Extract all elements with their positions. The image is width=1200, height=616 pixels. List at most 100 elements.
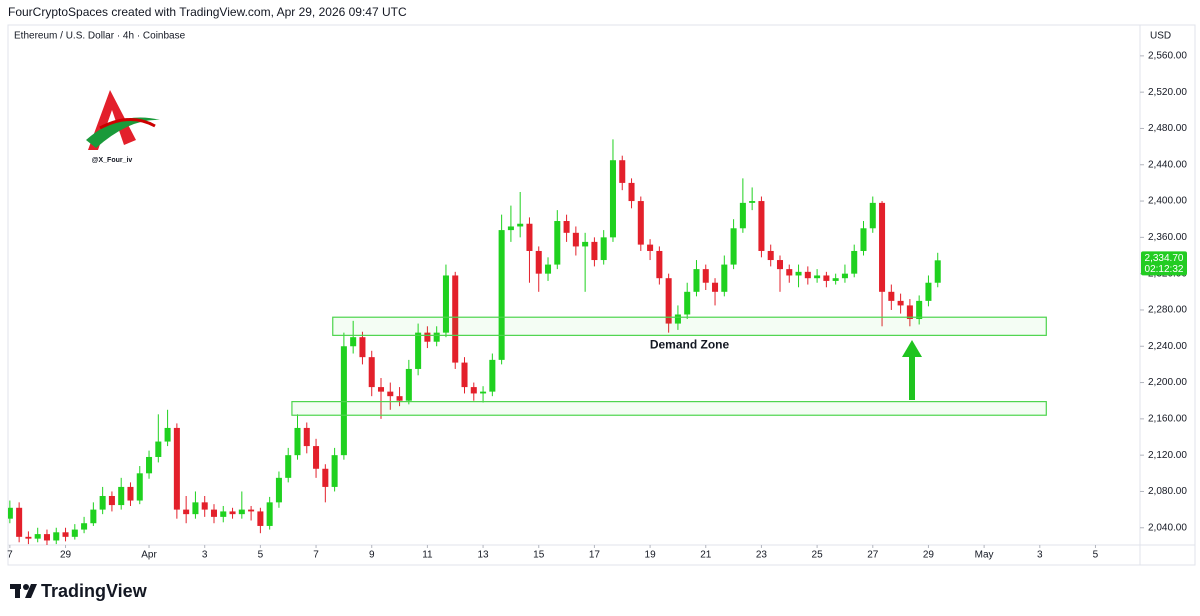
candle-body xyxy=(804,271,811,279)
candle-body xyxy=(480,391,487,394)
y-tick-label: 2,080.00 xyxy=(1148,486,1187,497)
y-tick-label: 2,280.00 xyxy=(1148,305,1187,316)
candle-body xyxy=(201,502,208,510)
candle-body xyxy=(433,332,440,342)
y-tick-label: 2,160.00 xyxy=(1148,413,1187,424)
x-tick-label: 25 xyxy=(812,550,824,561)
candle-body xyxy=(637,201,644,245)
candle-body xyxy=(183,509,190,515)
candle-body xyxy=(851,250,858,274)
candle-body xyxy=(53,532,60,541)
candle-body xyxy=(43,534,50,541)
candle-body xyxy=(563,221,570,233)
candle-body xyxy=(674,314,681,324)
candle-body xyxy=(665,278,672,324)
candle-body xyxy=(823,275,830,281)
candle-body xyxy=(90,509,97,524)
candle-body xyxy=(368,357,375,388)
candle-body xyxy=(712,282,719,292)
candle-body xyxy=(776,260,784,270)
x-tick-label: May xyxy=(975,550,994,561)
x-tick-label: 3 xyxy=(1037,550,1043,561)
y-tick-label: 2,440.00 xyxy=(1148,159,1187,170)
candle-body xyxy=(340,346,347,456)
y-axis-label: USD xyxy=(1150,31,1171,42)
y-tick-label: 2,240.00 xyxy=(1148,341,1187,352)
zone xyxy=(332,316,1047,336)
x-tick-label: 9 xyxy=(369,550,375,561)
candle-body xyxy=(693,269,700,292)
candle-body xyxy=(266,502,273,526)
candle-body xyxy=(294,427,301,456)
x-tick-label: 29 xyxy=(60,550,72,561)
candle-body xyxy=(313,446,320,469)
y-tick-label: 2,200.00 xyxy=(1148,377,1187,388)
x-tick-label: 21 xyxy=(700,550,712,561)
candle-body xyxy=(489,359,496,392)
candle-body xyxy=(684,291,691,315)
x-tick-label: 19 xyxy=(645,550,657,561)
zone xyxy=(291,401,1047,416)
x-tick-label: 27 xyxy=(867,550,879,561)
candle-body xyxy=(507,226,514,231)
frame xyxy=(7,24,1196,566)
candle-body xyxy=(164,427,171,442)
candle-body xyxy=(146,456,153,474)
last-price-label: 2,334.70 xyxy=(1145,253,1184,264)
candle-body xyxy=(155,441,162,457)
candle-body xyxy=(786,269,793,276)
candle-body xyxy=(173,427,180,510)
candle-body xyxy=(647,244,654,251)
candle-body xyxy=(498,230,505,360)
candle-body xyxy=(452,275,459,363)
candle-body xyxy=(118,486,125,506)
symbol-title: Ethereum / U.S. Dollar · 4h · Coinbase xyxy=(14,31,186,42)
candle-body xyxy=(285,455,292,478)
candle-body xyxy=(220,511,227,517)
candle-body xyxy=(600,237,607,261)
x-tick-label: 5 xyxy=(1093,550,1099,561)
candle-body xyxy=(934,260,941,283)
candle-body xyxy=(136,473,143,501)
x-tick-label: 29 xyxy=(923,550,935,561)
candle-body xyxy=(377,387,385,392)
candle-body xyxy=(517,223,524,227)
candle-body xyxy=(350,337,357,347)
candle-body xyxy=(869,202,876,229)
x-tick-label: 3 xyxy=(202,550,208,561)
candle-body xyxy=(210,509,218,517)
candle-body xyxy=(415,332,422,369)
candle-body xyxy=(897,300,904,306)
candle-body xyxy=(71,529,78,537)
candle-body xyxy=(535,250,542,274)
candle-body xyxy=(888,291,895,301)
x-tick-label: 23 xyxy=(756,550,768,561)
candle-body xyxy=(442,275,449,333)
y-tick-label: 2,560.00 xyxy=(1148,50,1187,61)
candle-body xyxy=(331,455,338,487)
candle-body xyxy=(405,368,412,401)
candle-body xyxy=(461,362,468,388)
candle-body xyxy=(25,536,32,539)
watermark-logo: @X_Four_iv xyxy=(86,90,160,164)
candle-body xyxy=(554,221,561,265)
candle-body xyxy=(322,468,329,487)
candle-body xyxy=(108,495,115,506)
candle-body xyxy=(192,502,199,515)
candle-body xyxy=(238,509,245,515)
y-tick-label: 2,040.00 xyxy=(1148,522,1187,533)
up-arrow xyxy=(902,340,922,400)
candle-body xyxy=(545,264,552,274)
candle-body xyxy=(730,228,737,265)
candle-body xyxy=(609,160,616,238)
y-tick-label: 2,120.00 xyxy=(1148,450,1187,461)
candle-body xyxy=(526,223,533,251)
candle-body xyxy=(303,427,310,447)
candle-body xyxy=(127,486,134,501)
x-tick-label: 13 xyxy=(478,550,490,561)
candle-body xyxy=(248,509,255,512)
candle-body xyxy=(758,201,765,251)
y-tick-label: 2,480.00 xyxy=(1148,123,1187,134)
